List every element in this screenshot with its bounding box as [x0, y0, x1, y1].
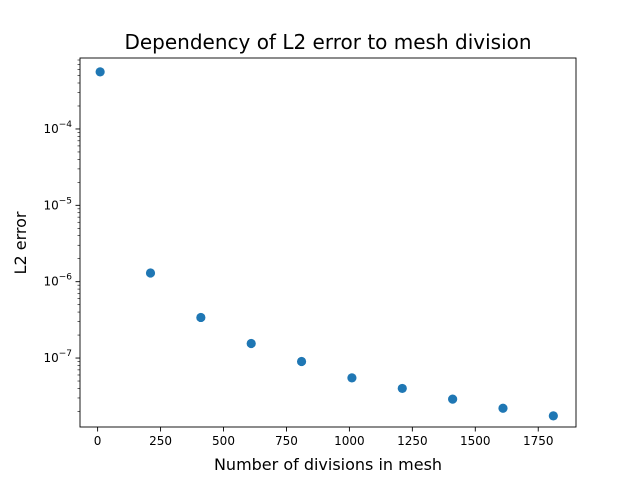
data-point [448, 394, 458, 404]
data-point [246, 338, 256, 349]
x-tick-label: 1750 [523, 434, 554, 448]
x-tick-label: 500 [212, 434, 235, 448]
data-point [196, 312, 206, 323]
x-tick-label: 1500 [460, 434, 491, 448]
data-point [397, 383, 407, 394]
x-tick-label: 250 [149, 434, 172, 448]
x-tick-label: 1250 [397, 434, 428, 448]
plot-area: 0 250 500 750 1000 1250 1500 1750 10−4 10−5 10−6 10… [43, 57, 577, 448]
data-point [296, 356, 307, 367]
x-tick-label: 750 [275, 434, 298, 448]
data-point [548, 411, 558, 421]
y-tick-label: 10−5 [43, 196, 72, 212]
chart-title: Dependency of L2 error to mesh division [124, 30, 531, 54]
data-point [95, 67, 105, 77]
data-point [347, 373, 357, 383]
data-point [145, 268, 156, 278]
x-tick-label: 0 [94, 434, 102, 448]
plot-frame [79, 57, 577, 428]
x-tick-label: 1000 [334, 434, 365, 448]
y-tick-label: 10−4 [43, 120, 72, 136]
data-point [498, 403, 508, 413]
y-tick-label: 10−6 [43, 273, 72, 289]
x-axis-label: Number of divisions in mesh [214, 455, 442, 474]
y-tick-label: 10−7 [43, 349, 72, 365]
y-axis-label: L2 error [11, 211, 30, 274]
